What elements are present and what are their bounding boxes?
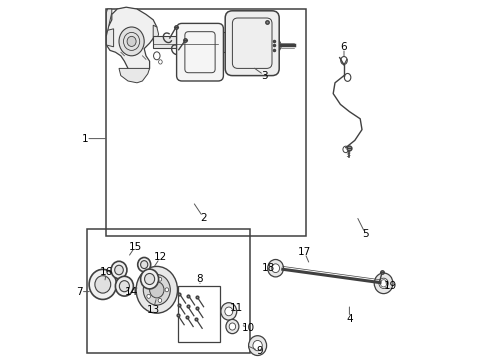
Ellipse shape [141, 269, 159, 289]
Text: 16: 16 [100, 267, 113, 277]
Ellipse shape [119, 27, 144, 56]
Ellipse shape [149, 282, 164, 298]
Ellipse shape [127, 36, 136, 46]
Polygon shape [153, 25, 159, 41]
Ellipse shape [158, 298, 162, 302]
Text: 18: 18 [262, 263, 275, 273]
Bar [213, 32, 227, 52]
Ellipse shape [115, 265, 123, 275]
Ellipse shape [158, 277, 162, 281]
Polygon shape [106, 9, 112, 36]
Ellipse shape [145, 274, 155, 284]
Text: 3: 3 [262, 71, 268, 81]
Ellipse shape [89, 269, 117, 300]
Bar [87, 229, 250, 353]
Polygon shape [106, 29, 114, 47]
Text: 10: 10 [242, 323, 255, 333]
FancyBboxPatch shape [176, 23, 223, 81]
Ellipse shape [225, 307, 233, 316]
Ellipse shape [95, 276, 111, 293]
Ellipse shape [229, 323, 236, 330]
Polygon shape [106, 7, 157, 76]
Ellipse shape [136, 266, 177, 313]
Ellipse shape [221, 303, 237, 320]
Ellipse shape [111, 261, 127, 279]
Text: 1: 1 [81, 134, 88, 144]
Polygon shape [270, 39, 281, 52]
Text: 8: 8 [196, 274, 203, 284]
Text: 15: 15 [128, 242, 142, 252]
Text: 6: 6 [341, 42, 347, 52]
Text: 5: 5 [362, 229, 369, 239]
Bar [178, 286, 220, 342]
Ellipse shape [165, 288, 169, 292]
Text: 19: 19 [384, 281, 397, 291]
Polygon shape [119, 68, 149, 83]
Ellipse shape [226, 319, 239, 334]
Ellipse shape [147, 294, 150, 298]
Ellipse shape [271, 264, 280, 273]
Text: 13: 13 [147, 305, 160, 315]
Ellipse shape [374, 273, 393, 294]
Text: 17: 17 [298, 247, 311, 257]
Bar [106, 9, 306, 236]
Ellipse shape [138, 257, 151, 272]
Ellipse shape [268, 260, 284, 277]
Text: 14: 14 [125, 287, 138, 297]
Ellipse shape [253, 341, 262, 351]
Ellipse shape [141, 261, 148, 269]
Bar [227, 42, 274, 49]
Ellipse shape [120, 281, 129, 292]
Ellipse shape [248, 336, 267, 356]
Text: 9: 9 [256, 346, 263, 356]
Text: 7: 7 [76, 287, 83, 297]
Text: 4: 4 [346, 314, 353, 324]
Ellipse shape [116, 276, 133, 296]
Text: 11: 11 [229, 303, 243, 313]
Ellipse shape [379, 278, 388, 288]
Bar [153, 36, 218, 48]
Text: 12: 12 [154, 252, 167, 262]
Text: 2: 2 [200, 213, 207, 223]
Ellipse shape [147, 281, 150, 285]
Ellipse shape [143, 274, 171, 305]
FancyBboxPatch shape [225, 11, 279, 76]
